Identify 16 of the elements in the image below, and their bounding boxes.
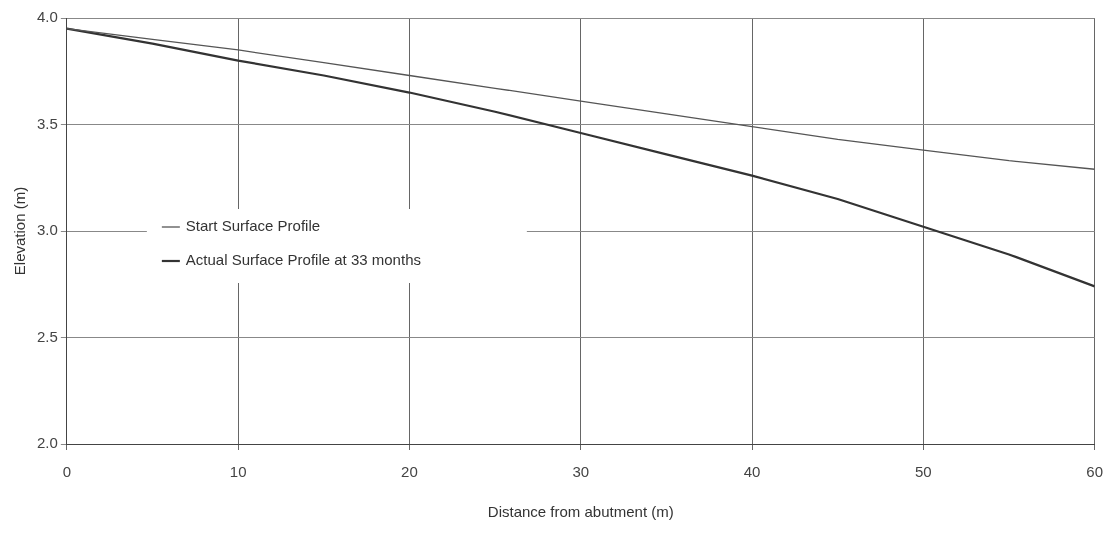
x-tick-label: 20 (401, 463, 418, 481)
x-tick-label: 50 (915, 463, 932, 481)
y-tick-label: 2.5 (36, 327, 58, 345)
y-tick-label: 4.0 (36, 8, 58, 26)
y-tick-label: 3.0 (36, 221, 58, 239)
x-tick-label: 30 (572, 463, 590, 481)
legend-label: Start Surface Profile (185, 217, 321, 235)
y-tick-label: 3.5 (36, 114, 58, 132)
y-tick-label: 2.0 (36, 434, 58, 452)
x-tick-label: 10 (229, 463, 247, 481)
x-axis-title: Distance from abutment (m) (487, 503, 674, 521)
legend-label: Actual Surface Profile at 33 months (185, 251, 421, 269)
y-axis-title: Elevation (m) (11, 186, 29, 276)
x-tick-label: 60 (1086, 463, 1103, 481)
x-tick-label: 40 (743, 463, 761, 481)
x-tick-label: 0 (62, 463, 72, 481)
